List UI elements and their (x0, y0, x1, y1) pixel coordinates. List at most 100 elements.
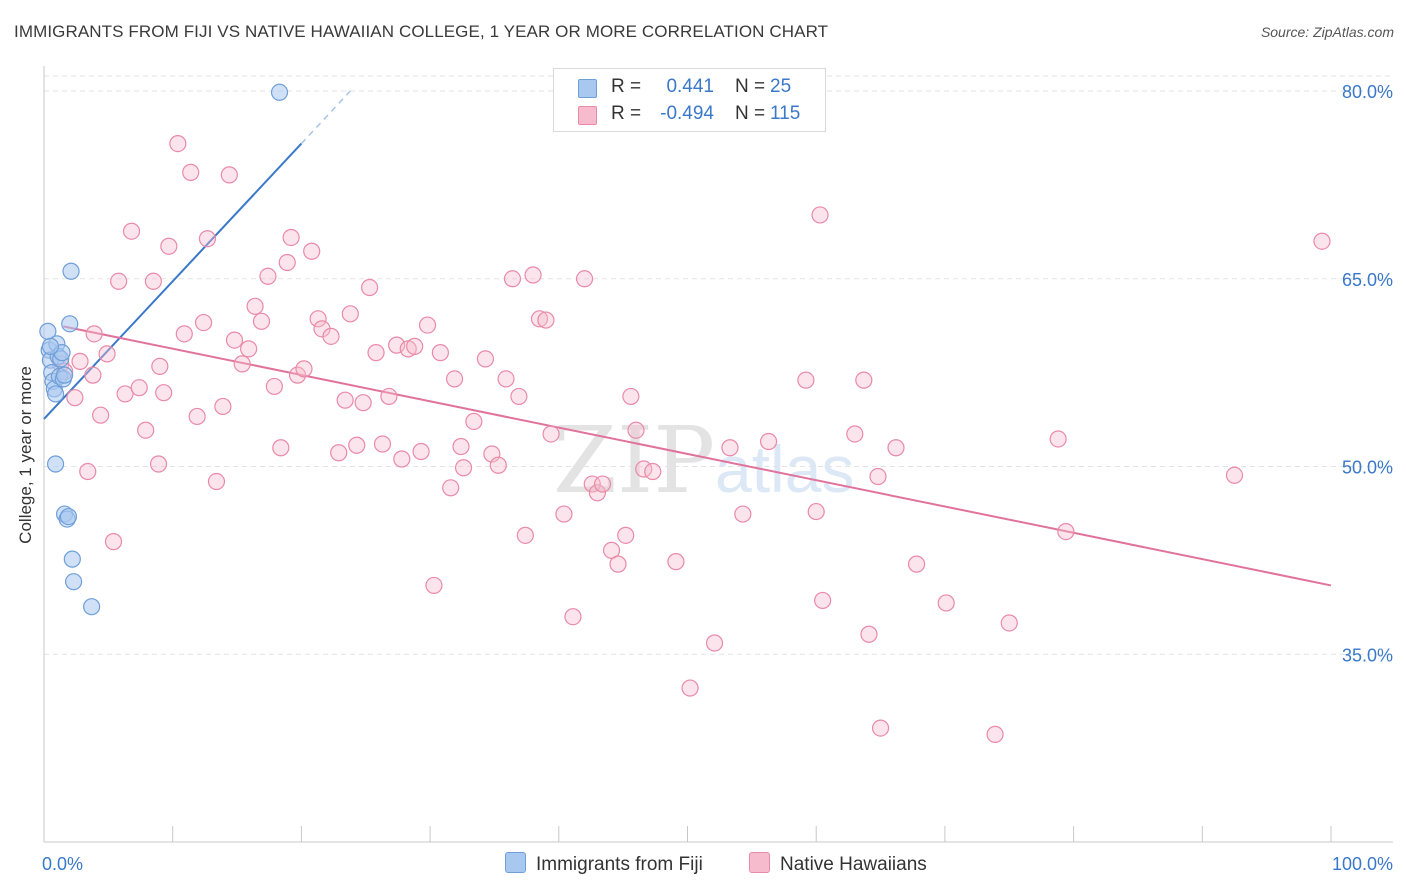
hawaiian-point (104, 533, 123, 551)
hawaiian-point (705, 634, 724, 652)
series-legend: Immigrants from Fiji Native Hawaiians (0, 852, 1406, 878)
fiji-trend-line (43, 142, 303, 420)
hawaiian-point (814, 591, 832, 610)
hawaiian-point (524, 266, 542, 284)
hawaiian-point (160, 237, 178, 255)
hawaiian-point (175, 325, 193, 343)
hawaiian-point (734, 505, 752, 523)
fiji-point (65, 573, 83, 591)
legend-item-hawaiian[interactable]: Native Hawaiians (749, 852, 927, 876)
hawaiian-point (341, 305, 359, 323)
hawaiian-point (348, 436, 366, 454)
hawaiian-point (182, 163, 200, 181)
legend-swatch-hawaiian (578, 106, 597, 125)
hawaiian-point (85, 325, 103, 343)
y-tick-label: 50.0% (1342, 458, 1393, 478)
hawaiian-point (137, 421, 155, 439)
hawaiian-point (282, 228, 300, 247)
hawaiian-point (278, 253, 296, 272)
correlation-legend: R = 0.441 N = 25 R = -0.494 N = 115 (553, 68, 826, 132)
hawaiian-point (272, 439, 290, 457)
hawaiian-point (1225, 466, 1244, 484)
hawaiian-point (98, 345, 116, 363)
hawaiian-point (233, 355, 251, 373)
r-value: -0.494 (660, 103, 714, 124)
hawaiian-point (144, 272, 162, 290)
hawaiian-point (516, 526, 534, 544)
hawaiian-point (412, 442, 430, 461)
hawaiian-point (937, 594, 955, 612)
fiji-trend-extension (300, 90, 351, 145)
hawaiian-point (84, 366, 102, 384)
hawaiian-point (418, 316, 437, 334)
legend-item-fiji[interactable]: Immigrants from Fiji (505, 852, 703, 876)
hawaiian-point (1000, 614, 1018, 632)
hawaiian-point (644, 462, 662, 481)
hawaiian-point (869, 467, 887, 486)
hawaiian-point (393, 450, 411, 468)
hawaiian-point (530, 310, 549, 328)
hawaiian-point (66, 389, 84, 407)
hawaiian-point (465, 412, 483, 431)
hawaiian-point (667, 553, 685, 571)
hawaiian-point (151, 357, 169, 375)
hawaiian-point (330, 444, 348, 462)
hawaiian-point (489, 456, 507, 474)
hawaiian-point (367, 344, 385, 362)
hawaiian-point (79, 462, 97, 481)
hawaiian-point (681, 679, 699, 697)
legend-label-hawaiian: Native Hawaiians (780, 854, 927, 875)
hawaiian-point (627, 421, 645, 439)
hawaiian-point (617, 526, 635, 544)
hawaiian-point (564, 608, 582, 626)
hawaiian-point (721, 439, 739, 457)
hawaiian-point (622, 387, 640, 406)
hawaiian-point (855, 371, 873, 389)
hawaiian-point (588, 484, 607, 502)
hawaiian-point (445, 370, 464, 388)
hawaiian-point (110, 272, 128, 290)
hawaiian-point (555, 505, 573, 523)
hawaiian-point (194, 313, 213, 332)
y-tick-label: 80.0% (1342, 82, 1393, 102)
hawaiian-point (503, 270, 522, 288)
fiji-point (270, 83, 289, 101)
hawaiian-point (188, 407, 206, 426)
hawaiian-point (198, 230, 217, 248)
hawaiian-point (807, 502, 825, 521)
hawaiian-point (259, 267, 277, 285)
hawaiian-point (1049, 430, 1067, 448)
hawaiian-point (609, 555, 627, 573)
hawaiian-point (986, 725, 1004, 743)
hawaiian-point (593, 475, 612, 493)
hawaiian-point (452, 437, 470, 456)
fiji-point (46, 385, 65, 403)
hawaiian-point (354, 394, 372, 412)
hawaiian-point (240, 340, 258, 358)
legend-swatch-fiji (505, 852, 526, 873)
watermark-atlas: atlas (715, 432, 854, 506)
hawaiian-point (309, 310, 327, 328)
hawaiian-point (811, 206, 829, 224)
hawaiian-point (602, 541, 621, 559)
hawaiian-point (71, 352, 89, 370)
fiji-point (59, 507, 78, 526)
hawaiian-point (322, 327, 340, 345)
hawaiian-point (1313, 232, 1331, 250)
fiji-point (62, 262, 80, 280)
hawaiian-point (575, 270, 594, 288)
hawaiian-point (336, 391, 354, 409)
hawaiian-point (431, 344, 449, 362)
hawaiian-point (510, 387, 528, 406)
hawaiian-point (860, 625, 878, 643)
legend-label-fiji: Immigrants from Fiji (536, 854, 703, 875)
n-label: N = (735, 76, 766, 97)
hawaiian-point (537, 311, 555, 329)
hawaiian-point (130, 379, 148, 397)
hawaiian-point (288, 366, 307, 384)
hawaiian-point (476, 350, 495, 368)
n-label: N = (735, 103, 766, 124)
hawaiian-point (303, 242, 321, 260)
y-tick-label: 35.0% (1342, 645, 1393, 665)
fiji-point (61, 315, 79, 333)
